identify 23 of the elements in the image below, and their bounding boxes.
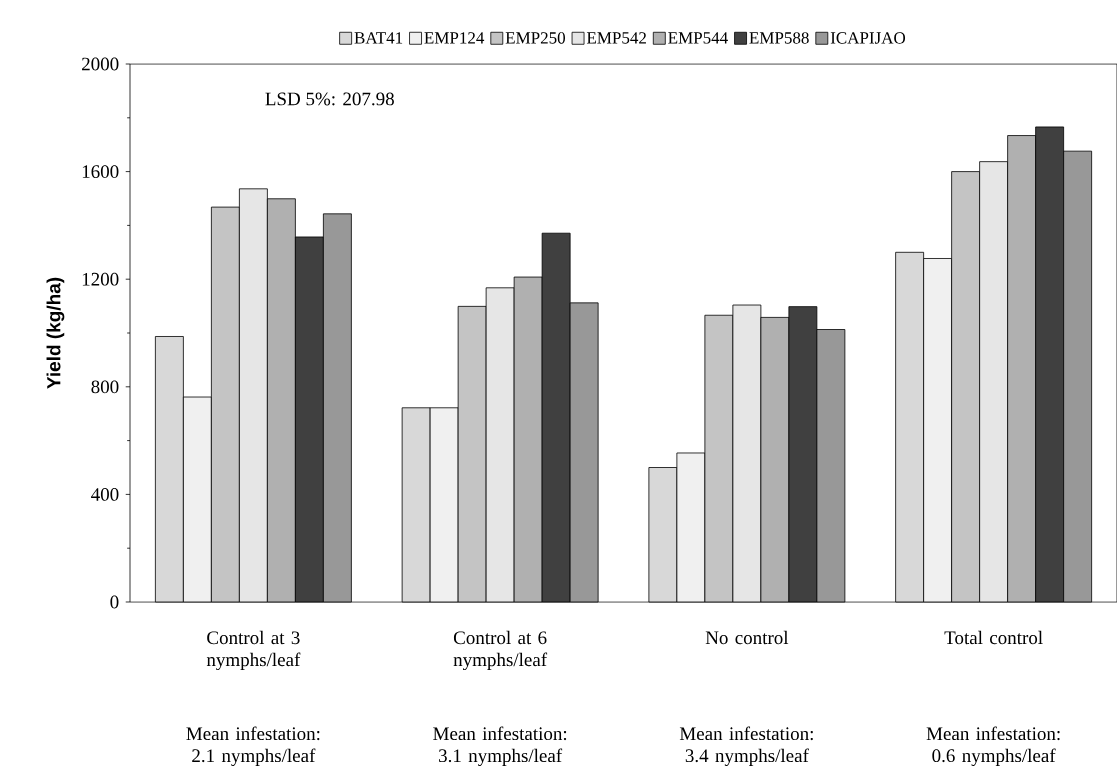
x-tick-label: Control at 6 nymphs/leaf — [453, 630, 548, 671]
y-tick-label: 400 — [91, 488, 119, 501]
y-axis-title: Yield (kg/ha) — [46, 277, 65, 389]
legend-label: EMP124 — [424, 32, 485, 44]
annotation: LSD 5%: 207.98 — [265, 92, 394, 106]
y-tick-label: 2000 — [82, 57, 119, 71]
text: Mean infestation: 3.1 nymphs/leaf — [433, 726, 567, 766]
text: Mean infestation: 0.6 nymphs/leaf — [926, 726, 1060, 766]
y-tick-label: 1600 — [82, 165, 119, 179]
text: Mean infestation: 3.4 nymphs/leaf — [679, 726, 813, 766]
x-tick-label: No control — [705, 630, 789, 645]
legend-label: EMP544 — [668, 32, 728, 44]
legend-label: EMP542 — [586, 32, 646, 44]
legend-label: BAT41 — [354, 32, 403, 44]
legend-label: EMP250 — [505, 32, 565, 44]
legend-label: ICAPIJAO — [830, 32, 906, 44]
y-tick-label: 1200 — [82, 272, 119, 286]
text: Mean infestation: 2.1 nymphs/leaf — [186, 726, 320, 766]
y-tick-label: 800 — [91, 380, 119, 394]
x-tick-label: Control at 3 nymphs/leaf — [206, 630, 301, 671]
y-tick-label: 0 — [110, 595, 119, 609]
legend-label: EMP588 — [749, 32, 809, 44]
x-tick-label: Total control — [944, 630, 1043, 645]
